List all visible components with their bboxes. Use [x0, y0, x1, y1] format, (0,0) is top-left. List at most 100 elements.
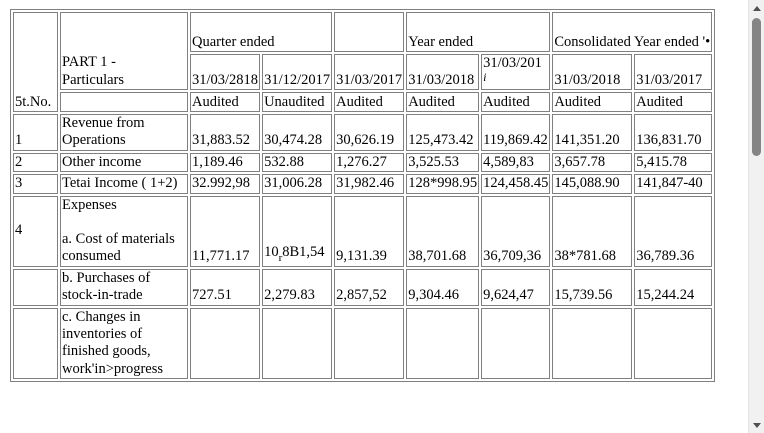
row-sno: 1 — [13, 114, 58, 151]
date-col-2: 31/12/2017 — [262, 54, 333, 90]
expenses-label: Expenses — [62, 196, 117, 213]
row-value: 30,626.19 — [334, 114, 405, 151]
date-col-5-text: 31/03/201 — [483, 55, 542, 71]
row-value: 2,279.83 — [262, 268, 333, 306]
status-col-3: Audited — [334, 92, 405, 112]
row-value — [334, 307, 405, 380]
row-value: 119,869.42 — [481, 114, 551, 151]
table-row: 4 Expenses a. Cost of materials consumed… — [13, 195, 713, 267]
document-viewport: 5t.No. PART 1 - Particulars Quarter ended… — [10, 9, 716, 383]
row-value: 11,771.17 — [190, 195, 261, 267]
scroll-down-arrow-icon[interactable] — [749, 417, 764, 433]
blank-group-header — [334, 12, 405, 52]
scroll-up-arrow-icon[interactable] — [749, 0, 764, 16]
row-value: 125,473.42 — [406, 114, 480, 151]
row-sno: 2 — [13, 152, 58, 173]
row-particular: b. Purchases of stock-in-trade — [60, 268, 188, 306]
status-col-7: Audited — [634, 92, 713, 112]
date-col-1: 31/03/2818 — [190, 54, 261, 90]
header-row-dates: 31/03/2818 31/12/2017 31/03/2017 31/03/2… — [13, 54, 713, 90]
row-value: 30,474.28 — [262, 114, 333, 151]
row-value: 32.992,98 — [190, 174, 261, 194]
row-particular-text: a. Cost of materials consumed — [62, 230, 175, 265]
row-value: 136,831.70 — [634, 114, 713, 151]
row-value: 3,525.53 — [406, 152, 480, 173]
row-value: 10r8B1,54 — [262, 195, 333, 267]
table-row: 3 Tetai Income ( 1+2) 32.992,98 31,006.2… — [13, 174, 713, 194]
part-label: PART 1 - — [62, 54, 116, 71]
consolidated-header: Consolidated Year ended '• — [552, 12, 713, 52]
row-value: 727.51 — [190, 268, 261, 306]
row-value — [262, 307, 333, 380]
sno-header: 5t.No. — [13, 12, 58, 112]
status-col-1: Audited — [190, 92, 261, 112]
row-particular: Tetai Income ( 1+2) — [60, 174, 188, 194]
row-value: 9,131.39 — [334, 195, 405, 267]
scrollbar-thumb[interactable] — [752, 18, 761, 156]
value-subscript: r — [278, 251, 283, 264]
row-value: 124,458.45 — [481, 174, 551, 194]
row-value: 128*998.95 — [406, 174, 480, 194]
table-row: b. Purchases of stock-in-trade 727.51 2,… — [13, 268, 713, 306]
row-value: 31,982.46 — [334, 174, 405, 194]
status-col-2: Unaudited — [262, 92, 333, 112]
date-col-5: 31/03/201 i — [481, 54, 551, 90]
table-row: 2 Other income 1,189.46 532.88 1,276.27 … — [13, 152, 713, 173]
row-value: 38,701.68 — [406, 195, 480, 267]
status-col-6: Audited — [552, 92, 633, 112]
row-particular: Revenue from Operations — [60, 114, 188, 151]
row-value: 9,304.46 — [406, 268, 480, 306]
particulars-header: PART 1 - Particulars — [60, 12, 188, 90]
quarter-ended-header: Quarter ended — [190, 12, 333, 52]
particulars-blank — [60, 92, 188, 112]
date-col-4: 31/03/2018 — [406, 54, 480, 90]
date-col-6: 31/03/2018 — [552, 54, 633, 90]
row-value: 15,739.56 — [552, 268, 633, 306]
row-value — [552, 307, 633, 380]
date-col-7: 31/03/2017 — [634, 54, 713, 90]
table-row: 1 Revenue from Operations 31,883.52 30,4… — [13, 114, 713, 151]
header-row-groups: 5t.No. PART 1 - Particulars Quarter ended… — [13, 12, 713, 112]
particulars-label: Particulars — [62, 71, 125, 88]
row-value: 38*781.68 — [552, 195, 633, 267]
row-value: 4,589,83 — [481, 152, 551, 173]
row-particular: Expenses a. Cost of materials consumed — [60, 195, 188, 267]
row-value: 1,189.46 — [190, 152, 261, 173]
row-value: 2,857,52 — [334, 268, 405, 306]
row-sno — [13, 307, 58, 380]
row-value: 31,006.28 — [262, 174, 333, 194]
year-ended-header: Year ended — [406, 12, 551, 52]
row-sno: 3 — [13, 174, 58, 194]
row-value: 5,415.78 — [634, 152, 713, 173]
date-col-3: 31/03/2017 — [334, 54, 405, 90]
row-particular: c. Changes in inventories of finished go… — [60, 307, 188, 380]
sno-header-label: 5t.No. — [15, 93, 52, 110]
row-value — [406, 307, 480, 380]
value-part-1: 10 — [264, 244, 279, 261]
status-col-4: Audited — [406, 92, 480, 112]
row-value: 15,244.24 — [634, 268, 713, 306]
row-value: 31,883.52 — [190, 114, 261, 151]
value-part-2: 8B1,54 — [282, 244, 325, 261]
row-value: 1,276.27 — [334, 152, 405, 173]
row-value — [634, 307, 713, 380]
date-col-5-extra: i — [483, 70, 487, 85]
row-value: 36,789.36 — [634, 195, 713, 267]
row-value: 3,657.78 — [552, 152, 633, 173]
row-particular: Other income — [60, 152, 188, 173]
row-value: 141,847-40 — [634, 174, 713, 194]
row-value: 532.88 — [262, 152, 333, 173]
row-value — [190, 307, 261, 380]
status-col-5: Audited — [481, 92, 551, 112]
row-value: 36,709,36 — [481, 195, 551, 267]
row-sno — [13, 268, 58, 306]
row-value: 9,624,47 — [481, 268, 551, 306]
row-sno: 4 — [13, 195, 58, 267]
row-value: 145,088.90 — [552, 174, 633, 194]
vertical-scrollbar[interactable] — [748, 0, 764, 433]
header-row-status: Audited Unaudited Audited Audited Audite… — [13, 92, 713, 112]
spacer — [62, 214, 186, 231]
table-row: c. Changes in inventories of finished go… — [13, 307, 713, 380]
row-value: 141,351.20 — [552, 114, 633, 151]
row-value — [481, 307, 551, 380]
